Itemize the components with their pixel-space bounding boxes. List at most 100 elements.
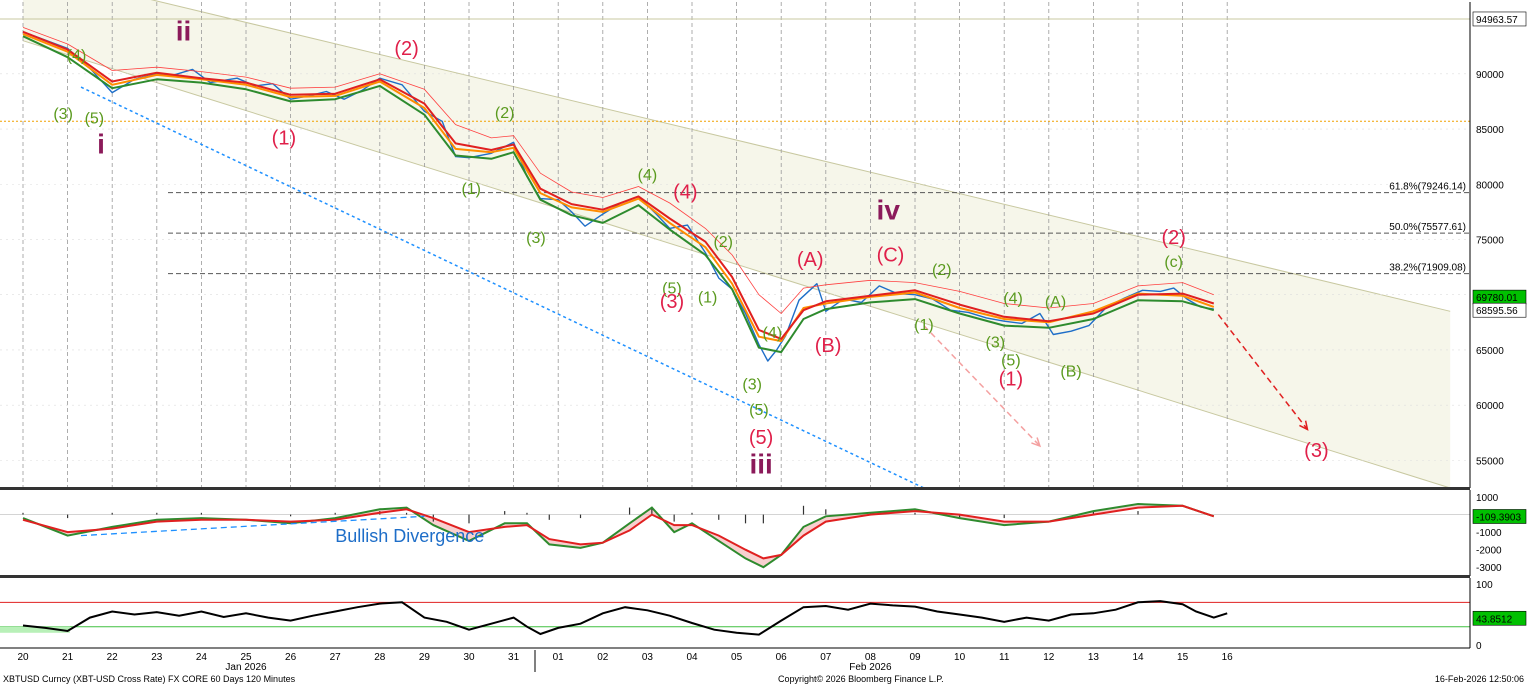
wave-label: (1) <box>914 317 934 334</box>
wave-label: iii <box>749 449 772 480</box>
x-tick-label: 29 <box>419 652 431 663</box>
macd-tick-label: -1000 <box>1476 528 1502 539</box>
arrow-head <box>1299 420 1309 431</box>
x-tick-label: 22 <box>107 652 119 663</box>
x-tick-label: 12 <box>1043 652 1055 663</box>
wave-label: (5) <box>85 111 105 128</box>
price-tag: 68595.56 <box>1472 302 1527 318</box>
macd-tick-label: 1000 <box>1476 493 1499 504</box>
x-tick-label: 04 <box>686 652 698 663</box>
x-tick-label: 11 <box>999 652 1010 663</box>
wave-label: (B) <box>815 335 842 357</box>
x-tick-label: 16 <box>1222 652 1234 663</box>
x-tick-label: 24 <box>196 652 208 663</box>
month-label: Feb 2026 <box>849 662 892 673</box>
x-tick-label: 23 <box>151 652 163 663</box>
wave-label: (4) <box>1003 291 1023 308</box>
x-tick-label: 26 <box>285 652 297 663</box>
macd-tag-box <box>1472 509 1527 524</box>
wave-label: (4) <box>67 48 87 65</box>
fib-level-label: 61.8%(79246.14) <box>1389 182 1466 193</box>
x-tick-label: 03 <box>642 652 654 663</box>
instrument-label: XBTUSD Curncy (XBT-USD Cross Rate) FX CO… <box>3 674 296 684</box>
x-tick-label: 10 <box>954 652 966 663</box>
wave-label: (4) <box>762 325 782 342</box>
wave-label: iv <box>877 195 901 226</box>
wave-label: (5) <box>662 281 682 298</box>
arrow-head <box>1031 437 1042 448</box>
wave-label: (2) <box>495 105 515 122</box>
wave-label: (2) <box>713 234 733 251</box>
wave-label: (3) <box>660 291 684 313</box>
wave-label: (3) <box>742 377 762 394</box>
fib-level-label: 38.2%(71909.08) <box>1389 263 1466 274</box>
bullish-divergence-label: Bullish Divergence <box>335 526 484 546</box>
price-tag-text: 94963.57 <box>1476 15 1518 26</box>
x-tick-label: 14 <box>1132 652 1144 663</box>
price-tick-label: 65000 <box>1476 346 1504 357</box>
macd-tick-label: -2000 <box>1476 546 1502 557</box>
x-tick-label: 25 <box>240 652 252 663</box>
fib-level-label: 50.0%(75577.61) <box>1389 222 1466 233</box>
x-tick-label: 30 <box>463 652 475 663</box>
wave-label: ii <box>176 16 192 47</box>
rsi-tag-box <box>1472 610 1527 626</box>
wave-label: (B) <box>1060 363 1081 380</box>
trendline-faded-arrow <box>923 325 1041 447</box>
series-ma-fast <box>22 33 1215 343</box>
wave-label: (3) <box>1304 440 1328 462</box>
price-tag-box <box>1472 302 1527 318</box>
x-tick-label: 27 <box>330 652 342 663</box>
price-tick-label: 90000 <box>1476 70 1504 81</box>
rsi-tick-label: 100 <box>1476 580 1493 591</box>
divergence-line <box>80 515 425 537</box>
x-tick-label: 05 <box>731 652 743 663</box>
x-tick-label: 13 <box>1088 652 1100 663</box>
x-tick-label: 21 <box>62 652 74 663</box>
wave-label: (A) <box>1045 294 1066 311</box>
wave-label: (1) <box>999 368 1023 390</box>
panel-divider <box>0 487 1470 490</box>
x-tick-label: 15 <box>1177 652 1189 663</box>
wave-label: (2) <box>932 262 952 279</box>
price-tick-label: 85000 <box>1476 125 1504 136</box>
price-tag-text: 68595.56 <box>1476 306 1518 317</box>
price-tag: 94963.57 <box>1472 11 1527 27</box>
series-ma-green <box>22 35 1215 354</box>
wave-label: (3) <box>526 230 546 247</box>
series-ma-red <box>22 30 1215 340</box>
channel-upper-line <box>150 0 1451 312</box>
rsi-oversold-fill <box>0 626 70 633</box>
wave-label: (C) <box>877 245 905 267</box>
wave-label: (1) <box>698 289 718 306</box>
price-tag-box <box>1472 11 1527 27</box>
price-tick-label: 80000 <box>1476 180 1504 191</box>
x-tick-label: 09 <box>909 652 921 663</box>
price-tick-label: 75000 <box>1476 235 1504 246</box>
x-tick-label: 06 <box>776 652 788 663</box>
macd-tag: -109.3903 <box>1472 509 1527 524</box>
x-tick-label: 02 <box>597 652 609 663</box>
macd-line <box>22 502 1215 569</box>
wave-label: (c) <box>1164 254 1183 271</box>
rsi-panel: 10050043.8512 <box>0 580 1527 652</box>
x-tick-label: 07 <box>820 652 832 663</box>
x-axis: 20 21 22 23 24 25 26 27 28 29 30 31 01 02 03 04 05 06 07 08… <box>17 650 1233 673</box>
price-tick-label: 60000 <box>1476 401 1504 412</box>
rsi-line <box>22 600 1228 636</box>
x-tick-label: 28 <box>374 652 386 663</box>
wave-label: (4) <box>638 167 658 184</box>
wave-label: (4) <box>673 182 697 204</box>
rsi-tag-text: 43.8512 <box>1476 614 1513 625</box>
wave-label: (3) <box>53 106 73 123</box>
trendline-target-arrow <box>1217 314 1309 430</box>
wave-label: (5) <box>749 402 769 419</box>
wave-label: (2) <box>394 38 418 60</box>
macd-signal-line <box>22 504 1215 560</box>
rsi-tick-label: 0 <box>1476 641 1482 652</box>
wave-label: i <box>97 128 105 159</box>
macd-panel: 1000 -1000 -2000 -3000 Bullish Divergence -10… <box>0 493 1527 574</box>
wave-label: (5) <box>1001 352 1021 369</box>
series-ma-thin-red <box>22 27 1214 314</box>
